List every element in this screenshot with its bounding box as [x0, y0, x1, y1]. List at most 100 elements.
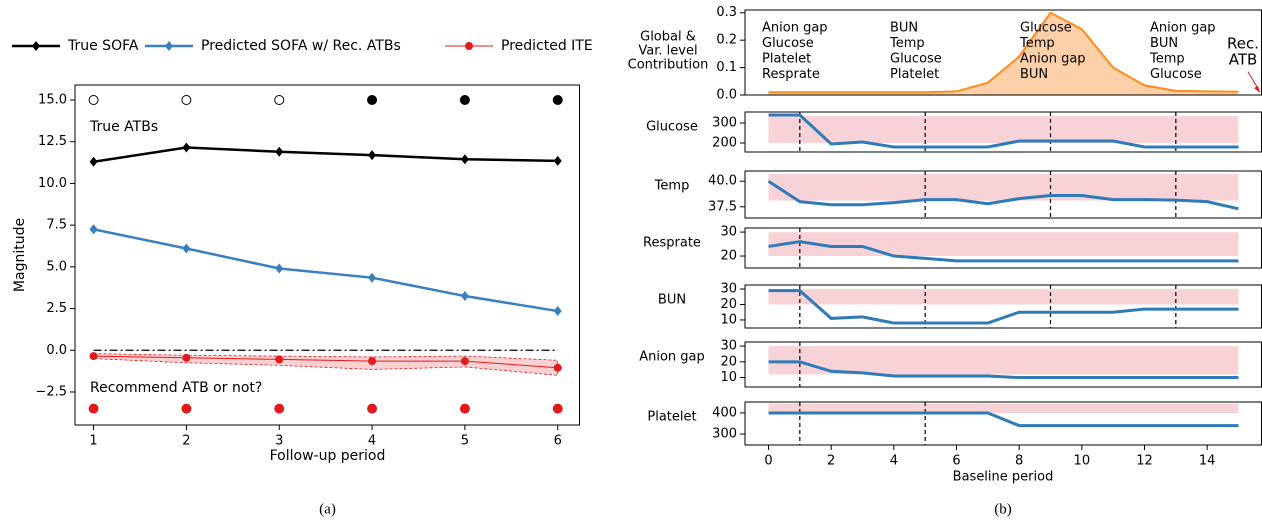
x-tick-label: 6: [554, 434, 562, 449]
y-axis-label: Glucose: [646, 120, 698, 135]
series-line: [93, 228, 558, 313]
x-tick-label: 10: [1074, 454, 1091, 469]
x-tick-label: 8: [1015, 454, 1023, 469]
y-axis-label: Var. level: [638, 44, 697, 59]
series-line: [768, 240, 1239, 263]
annotation: Recommend ATB or not?: [90, 380, 262, 396]
ite-band: [93, 353, 559, 376]
x-axis-label: Follow-up period: [270, 448, 386, 464]
series-line: [93, 355, 558, 369]
normal-range: [768, 116, 1239, 143]
y-tick-label: 20: [720, 297, 737, 312]
x-tick-label: 3: [275, 434, 283, 449]
x-tick-label: 12: [1136, 454, 1153, 469]
point: [275, 263, 284, 274]
y-axis-label: BUN: [658, 293, 686, 308]
caption: (b): [994, 501, 1012, 517]
normal-range: [768, 346, 1239, 375]
y-tick-label: −2.5: [35, 384, 67, 399]
y-tick-label: 40.0: [708, 174, 737, 189]
atb-marker: [274, 403, 285, 414]
rec-label: Rec.: [1227, 35, 1259, 53]
y-tick-label: 0.0: [716, 88, 737, 103]
annotation: Glucose: [1020, 21, 1072, 36]
y-axis-label: Anion gap: [639, 350, 705, 365]
y-tick-label: 20: [720, 249, 737, 264]
caption: (a): [319, 501, 336, 517]
y-axis-label: Temp: [654, 179, 690, 194]
y-tick-label: 0.3: [716, 5, 737, 20]
y-tick-label: 7.5: [46, 218, 67, 233]
atb-marker: [552, 403, 563, 414]
point: [89, 224, 98, 235]
point: [460, 357, 469, 366]
atb-marker: [367, 403, 378, 414]
point: [182, 243, 191, 254]
y-tick-label: 10.0: [38, 176, 67, 191]
annotation: True ATBs: [89, 119, 158, 135]
annotation: Platelet: [762, 52, 811, 67]
series-line: [768, 289, 1239, 325]
annotation: Temp: [889, 36, 925, 51]
legend-label: Predicted SOFA w/ Rec. ATBs: [201, 38, 401, 54]
y-tick-label: 30: [720, 282, 737, 297]
annotation: Anion gap: [1020, 52, 1086, 67]
atb-marker: [459, 95, 470, 106]
x-tick-label: 6: [952, 454, 960, 469]
legend-marker: [32, 41, 40, 51]
annotation: Platelet: [890, 67, 939, 82]
rec-label: ATB: [1229, 51, 1258, 69]
x-tick-label: 1: [89, 434, 97, 449]
annotation: BUN: [1150, 36, 1178, 51]
point: [89, 352, 98, 361]
x-tick-label: 5: [461, 434, 469, 449]
normal-range: [768, 232, 1239, 257]
series-line: [767, 179, 1239, 211]
y-axis-label: Platelet: [647, 410, 696, 425]
atb-marker: [88, 95, 99, 106]
x-axis-label: Baseline period: [953, 470, 1054, 485]
y-axis-label: Global &: [640, 30, 696, 45]
y-tick-label: 400: [712, 405, 737, 420]
point: [182, 142, 191, 153]
normal-range: [768, 403, 1239, 413]
normal-range: [768, 174, 1239, 201]
atb-marker: [181, 403, 192, 414]
x-tick-label: 4: [368, 434, 376, 449]
x-tick-label: 2: [827, 454, 835, 469]
axes-frame: [74, 84, 580, 426]
point: [460, 154, 469, 165]
y-tick-label: 30: [720, 339, 737, 354]
y-axis-label: Resprate: [643, 236, 701, 251]
atb-marker: [459, 403, 470, 414]
y-tick-label: 2.5: [46, 301, 67, 316]
x-tick-label: 14: [1199, 454, 1216, 469]
series-line: [768, 113, 1239, 149]
point: [275, 146, 284, 157]
point: [275, 355, 284, 364]
series-line: [768, 411, 1239, 428]
point: [368, 357, 377, 366]
y-tick-label: 12.5: [38, 134, 67, 149]
legend-label: Predicted ITE: [501, 38, 593, 54]
y-tick-label: 200: [712, 136, 737, 151]
point: [553, 306, 562, 317]
atb-marker: [88, 403, 99, 414]
annotation: BUN: [1020, 67, 1048, 82]
atb-marker: [552, 95, 563, 106]
annotation: Temp: [1149, 52, 1185, 67]
y-tick-label: 0.0: [46, 343, 67, 358]
atb-marker: [181, 95, 192, 106]
annotation: BUN: [890, 21, 918, 36]
annotation: Anion gap: [1150, 21, 1216, 36]
y-axis-label: Contribution: [628, 58, 709, 73]
rec-arrowhead: [1254, 86, 1260, 93]
annotation: Glucose: [890, 52, 942, 67]
y-tick-label: 15.0: [38, 93, 67, 108]
annotation: Glucose: [1150, 67, 1202, 82]
annotation: Glucose: [762, 36, 814, 51]
point: [89, 156, 98, 167]
y-tick-label: 37.5: [708, 199, 737, 214]
point: [553, 155, 562, 166]
legend-marker: [465, 42, 473, 50]
